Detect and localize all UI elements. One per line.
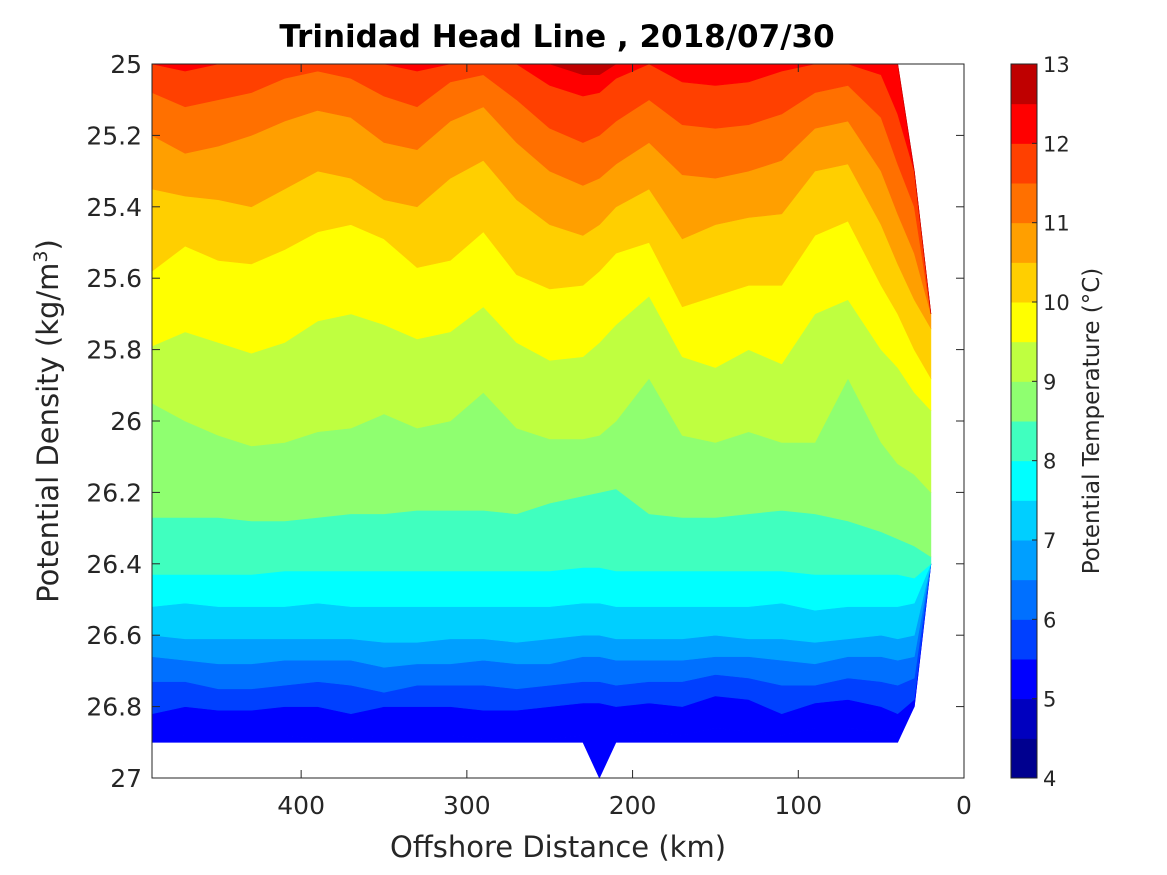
colorbar-tick-label: 13 — [1043, 53, 1070, 77]
colorbar-frame — [1010, 63, 1038, 779]
y-tick-label: 25.4 — [86, 193, 142, 222]
colorbar-tick-label: 12 — [1043, 132, 1070, 156]
colorbar-segment — [1011, 738, 1037, 779]
y-axis-label-close: ) — [31, 239, 65, 250]
colorbar-segment — [1011, 64, 1037, 105]
y-axis-label-superscript: 3 — [30, 250, 52, 262]
colorbar-tick-label: 10 — [1043, 291, 1070, 315]
colorbar-segment — [1011, 659, 1037, 700]
y-tick-label: 26 — [110, 407, 142, 436]
colorbar-segment — [1011, 143, 1037, 184]
colorbar-segment — [1011, 540, 1037, 581]
colorbar-segment — [1011, 222, 1037, 263]
colorbar-segment — [1011, 460, 1037, 501]
y-tick-label: 26.6 — [86, 621, 142, 650]
colorbar-tick-label: 7 — [1043, 529, 1056, 553]
x-tick-label: 0 — [956, 791, 972, 820]
y-tick-label: 25.8 — [86, 336, 142, 365]
chart-title: Trinidad Head Line , 2018/07/30 — [279, 19, 834, 55]
y-tick-label: 25.6 — [86, 264, 142, 293]
colorbar-segment — [1011, 183, 1037, 224]
x-axis-label: Offshore Distance (km) — [390, 830, 726, 864]
contour-bands — [151, 63, 932, 779]
plot-area — [151, 63, 965, 779]
y-tick-label: 25.2 — [86, 121, 142, 150]
colorbar-tick-label: 8 — [1043, 450, 1056, 474]
colorbar-tick-label: 4 — [1043, 767, 1056, 791]
colorbar-segment — [1011, 381, 1037, 422]
colorbar-segment — [1011, 579, 1037, 620]
colorbar-tick-label: 5 — [1043, 688, 1056, 712]
y-axis-label: Potential Density (kg/m3) — [30, 239, 65, 603]
y-tick-label: 26.2 — [86, 478, 142, 507]
colorbar-segment — [1011, 262, 1037, 303]
colorbar-label: Potential Temperature (°C) — [1079, 268, 1105, 575]
colorbar-segment — [1011, 698, 1037, 739]
y-tick-label: 26.4 — [86, 550, 142, 579]
colorbar-segment — [1011, 619, 1037, 660]
colorbar-segment — [1011, 103, 1037, 144]
y-tick-label: 25 — [110, 50, 142, 79]
colorbar-tick-label: 6 — [1043, 608, 1056, 632]
x-axis-ticks: 400 300 200 100 0 — [277, 64, 972, 820]
x-tick-label: 200 — [609, 791, 657, 820]
colorbar-tick-label: 9 — [1043, 370, 1056, 394]
y-axis-label-text: Potential Density (kg/m — [31, 263, 65, 603]
x-tick-label: 300 — [443, 791, 491, 820]
colorbar-segment — [1011, 302, 1037, 343]
y-axis-ticks: 25 25.2 25.4 25.6 25.8 26 26.2 26.4 26.6 26.8 27 — [86, 50, 964, 793]
colorbar-segment — [1011, 421, 1037, 462]
colorbar-tick-label: 11 — [1043, 212, 1070, 236]
colorbar-segment — [1011, 500, 1037, 541]
x-tick-label: 100 — [774, 791, 822, 820]
y-tick-label: 26.8 — [86, 693, 142, 722]
colorbar — [1010, 63, 1038, 779]
colorbar-ticks: 4 5 6 7 8 9 10 11 12 13 — [1032, 53, 1070, 791]
x-tick-label: 400 — [277, 791, 325, 820]
colorbar-segment — [1011, 341, 1037, 382]
y-tick-label: 27 — [110, 764, 142, 793]
